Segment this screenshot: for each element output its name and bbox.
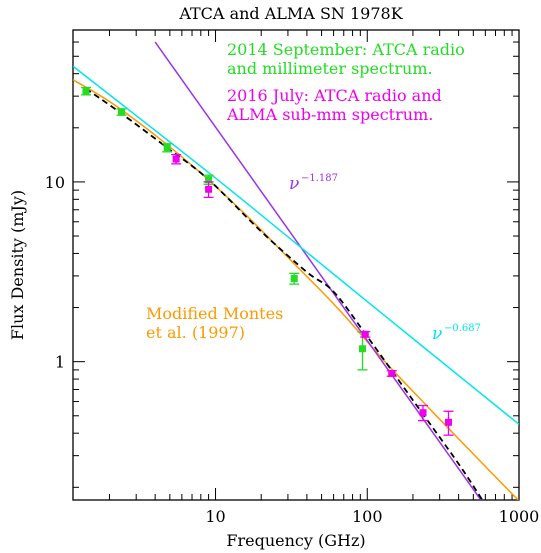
line-combined (85, 87, 484, 500)
legend-2014-line2: and millimeter spectrum. (227, 59, 433, 78)
y-axis-label: Flux Density (mJy) (8, 190, 27, 340)
legend-2016-line1: 2016 July: ATCA radio and (227, 86, 442, 105)
data-point-2014 (358, 345, 366, 353)
data-point-2016 (172, 155, 180, 163)
line-modified-montes-et-al-1997- (73, 79, 519, 500)
legend-2016-line2: ALMA sub-mm spectrum. (226, 105, 433, 124)
chart-title: ATCA and ALMA SN 1978K (178, 4, 403, 23)
slope-shallow-label: ν (432, 324, 442, 344)
data-point-2014 (117, 108, 125, 116)
data-point-2014 (290, 275, 298, 283)
data-point-2016 (205, 185, 213, 193)
data-points (80, 86, 454, 436)
axis-ticks (73, 29, 520, 500)
y-tick-label: 1 (55, 353, 65, 372)
line-nu-1-187 (154, 41, 482, 500)
data-point-2014 (205, 176, 213, 184)
x-axis-label: Frequency (GHz) (226, 531, 365, 550)
x-tick-label: 10 (205, 507, 225, 526)
legend-2014-line1: 2014 September: ATCA radio (227, 40, 465, 59)
data-point-2016 (419, 409, 427, 417)
data-point-2016 (444, 418, 452, 426)
line-nu-0-687 (73, 65, 519, 425)
slope-steep-exponent: −1.187 (301, 173, 338, 184)
plot-frame (72, 29, 520, 501)
data-point-2016 (388, 369, 396, 377)
montes-label-line2: et al. (1997) (146, 323, 245, 342)
montes-label-line1: Modified Montes (146, 304, 283, 323)
tick-labels: 10 100 1000 1 10 (45, 173, 540, 526)
x-tick-label: 1000 (499, 507, 540, 526)
slope-shallow-exponent: −0.687 (444, 323, 481, 334)
data-point-2014 (163, 144, 171, 152)
x-tick-label: 100 (352, 507, 383, 526)
data-point-2016 (361, 330, 369, 338)
data-point-2014 (82, 87, 90, 95)
y-tick-label: 10 (45, 173, 65, 192)
slope-steep-label: ν (289, 174, 299, 194)
